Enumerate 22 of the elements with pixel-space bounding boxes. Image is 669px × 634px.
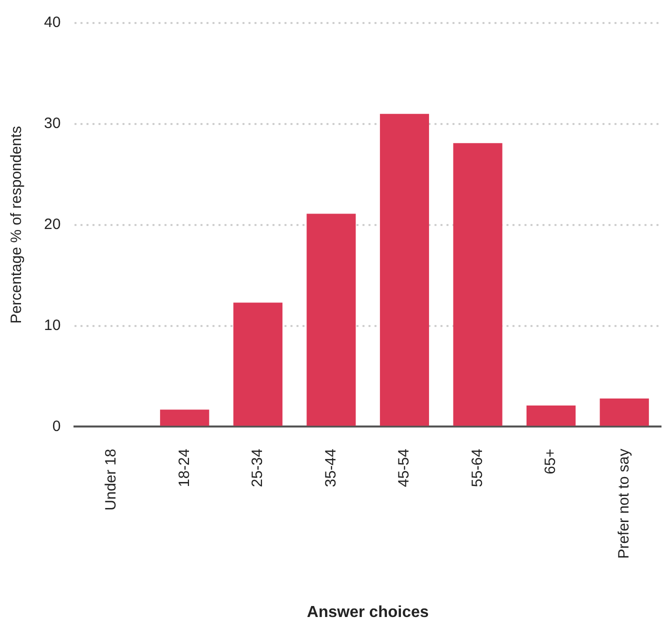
x-tick-label: 55-64 — [468, 448, 486, 488]
x-tick-label: 25-34 — [249, 448, 266, 488]
x-tick-label: Prefer not to say — [615, 448, 632, 559]
y-tick-label: 10 — [44, 316, 61, 334]
x-tick-label: Under 18 — [102, 448, 120, 510]
bar — [233, 302, 282, 426]
bar — [160, 410, 210, 426]
bar — [600, 398, 649, 426]
y-tick-label: 20 — [44, 216, 61, 234]
x-tick-label: 45-54 — [396, 448, 413, 488]
y-tick-label: 30 — [44, 115, 61, 132]
bar — [526, 406, 576, 426]
bar — [380, 114, 430, 426]
bar — [306, 214, 356, 426]
y-tick-label: 40 — [44, 14, 61, 32]
x-tick-label: 35-44 — [322, 448, 340, 488]
x-tick-label: 65+ — [542, 448, 560, 474]
x-tick-label: 18-24 — [176, 448, 193, 488]
bar — [453, 143, 502, 426]
y-axis-title: Percentage % of respondents — [8, 126, 26, 324]
y-tick-label: 0 — [52, 418, 61, 435]
x-axis-title: Answer choices — [306, 604, 429, 621]
